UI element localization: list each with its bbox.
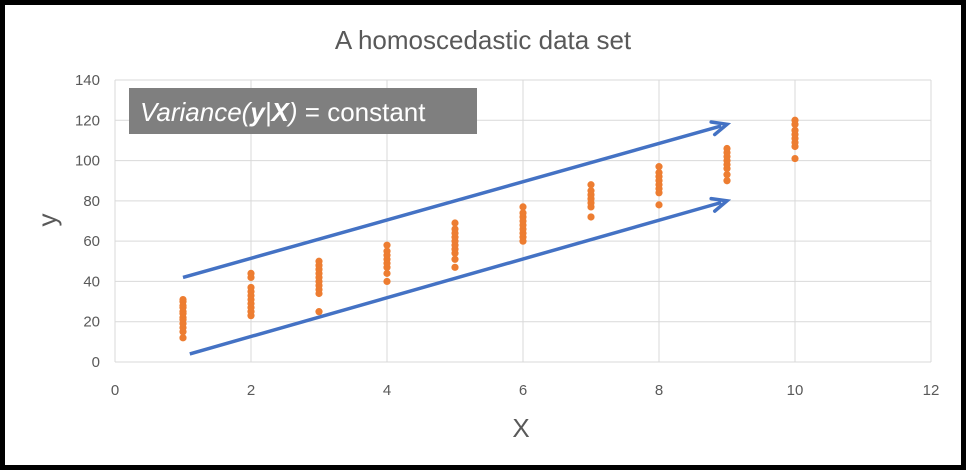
y-tick-label: 100 xyxy=(75,153,100,170)
x-tick-label: 6 xyxy=(519,382,527,399)
y-tick-label: 40 xyxy=(83,273,100,290)
annotation-box: Variance(y|X) = constant xyxy=(129,88,477,134)
data-points xyxy=(179,117,798,342)
data-point xyxy=(179,296,186,303)
data-point xyxy=(451,219,458,226)
data-point xyxy=(315,258,322,265)
x-tick-label: 4 xyxy=(383,382,391,399)
data-point xyxy=(247,284,254,291)
y-tick-label: 20 xyxy=(83,314,100,331)
x-tick-label: 10 xyxy=(787,382,804,399)
x-tick-label: 12 xyxy=(923,382,940,399)
annotation-text-part: Variance( xyxy=(140,97,253,127)
data-point xyxy=(383,278,390,285)
y-tick-label: 60 xyxy=(83,233,100,250)
data-point xyxy=(247,270,254,277)
annotation-text-part: | xyxy=(265,97,272,127)
y-tick-label: 120 xyxy=(75,112,100,129)
data-point xyxy=(791,155,798,162)
annotation-text-part: y xyxy=(248,97,266,127)
data-point xyxy=(655,163,662,170)
data-point xyxy=(451,264,458,271)
y-axis-label: y xyxy=(32,214,62,227)
data-point xyxy=(791,117,798,124)
y-tick-label: 0 xyxy=(92,354,100,371)
data-point xyxy=(587,181,594,188)
data-point xyxy=(723,145,730,152)
y-tick-label: 140 xyxy=(75,72,100,89)
annotation-text-part: X xyxy=(270,97,291,127)
data-point xyxy=(655,201,662,208)
x-tick-label: 2 xyxy=(247,382,255,399)
data-point xyxy=(587,213,594,220)
y-tick-label: 80 xyxy=(83,193,100,210)
data-point xyxy=(519,203,526,210)
data-point xyxy=(315,308,322,315)
annotation-text: Variance(y|X) = constant xyxy=(140,97,426,127)
x-tick-label: 8 xyxy=(655,382,663,399)
data-point xyxy=(383,242,390,249)
annotation-text-part: = constant xyxy=(298,97,427,127)
chart-title: A homoscedastic data set xyxy=(335,25,632,55)
x-axis-label: X xyxy=(512,413,529,443)
x-tick-label: 0 xyxy=(111,382,119,399)
